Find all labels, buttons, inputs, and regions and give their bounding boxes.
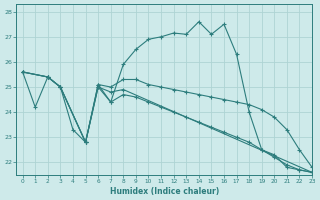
X-axis label: Humidex (Indice chaleur): Humidex (Indice chaleur) — [109, 187, 219, 196]
